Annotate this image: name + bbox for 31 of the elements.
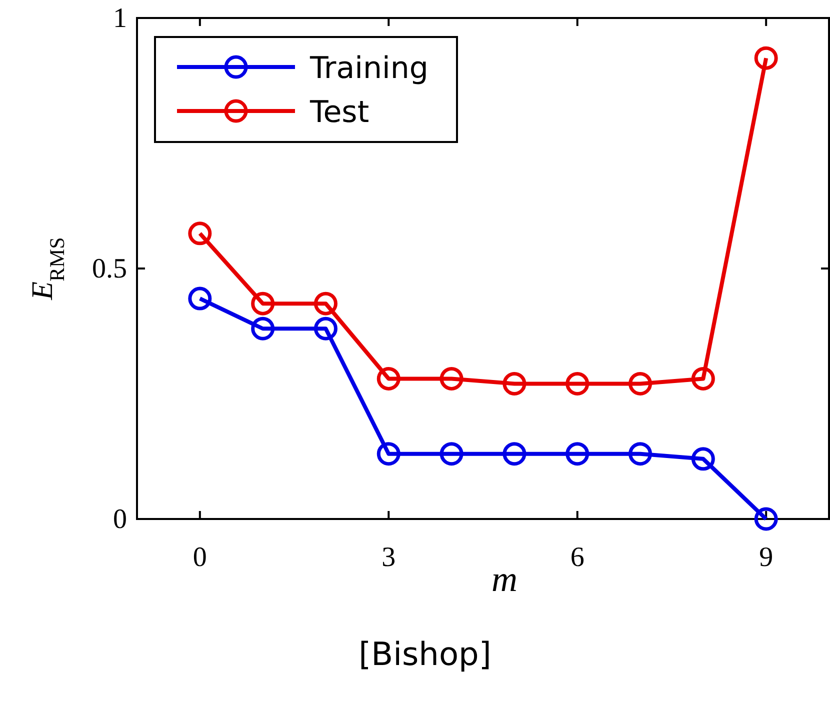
point <box>314 316 338 340</box>
point <box>188 286 212 310</box>
point <box>628 442 652 466</box>
legend-label: Test <box>309 95 370 130</box>
y-tick-label: 0.5 <box>92 254 127 284</box>
point <box>691 447 715 471</box>
x-tick-label: 0 <box>192 542 207 573</box>
point <box>314 292 338 316</box>
point <box>440 442 464 466</box>
point <box>440 366 464 390</box>
point <box>566 442 590 466</box>
point <box>628 372 652 396</box>
point <box>754 507 778 531</box>
text: [Bishop] <box>358 635 492 673</box>
point <box>502 372 526 396</box>
point <box>691 366 715 390</box>
point <box>502 442 526 466</box>
x-axis-title: m <box>491 559 518 599</box>
x-tick-label: 9 <box>759 542 774 573</box>
point <box>376 442 400 466</box>
legend-label: Training <box>309 51 428 86</box>
y-tick-label: 0 <box>113 504 127 535</box>
point <box>188 222 212 246</box>
x-tick-label: 3 <box>382 542 396 573</box>
point <box>251 292 275 316</box>
point <box>566 372 590 396</box>
x-tick-label: 6 <box>570 542 584 573</box>
point <box>376 366 400 390</box>
point <box>251 316 275 340</box>
point <box>754 46 778 70</box>
y-tick-label: 1 <box>113 3 127 34</box>
